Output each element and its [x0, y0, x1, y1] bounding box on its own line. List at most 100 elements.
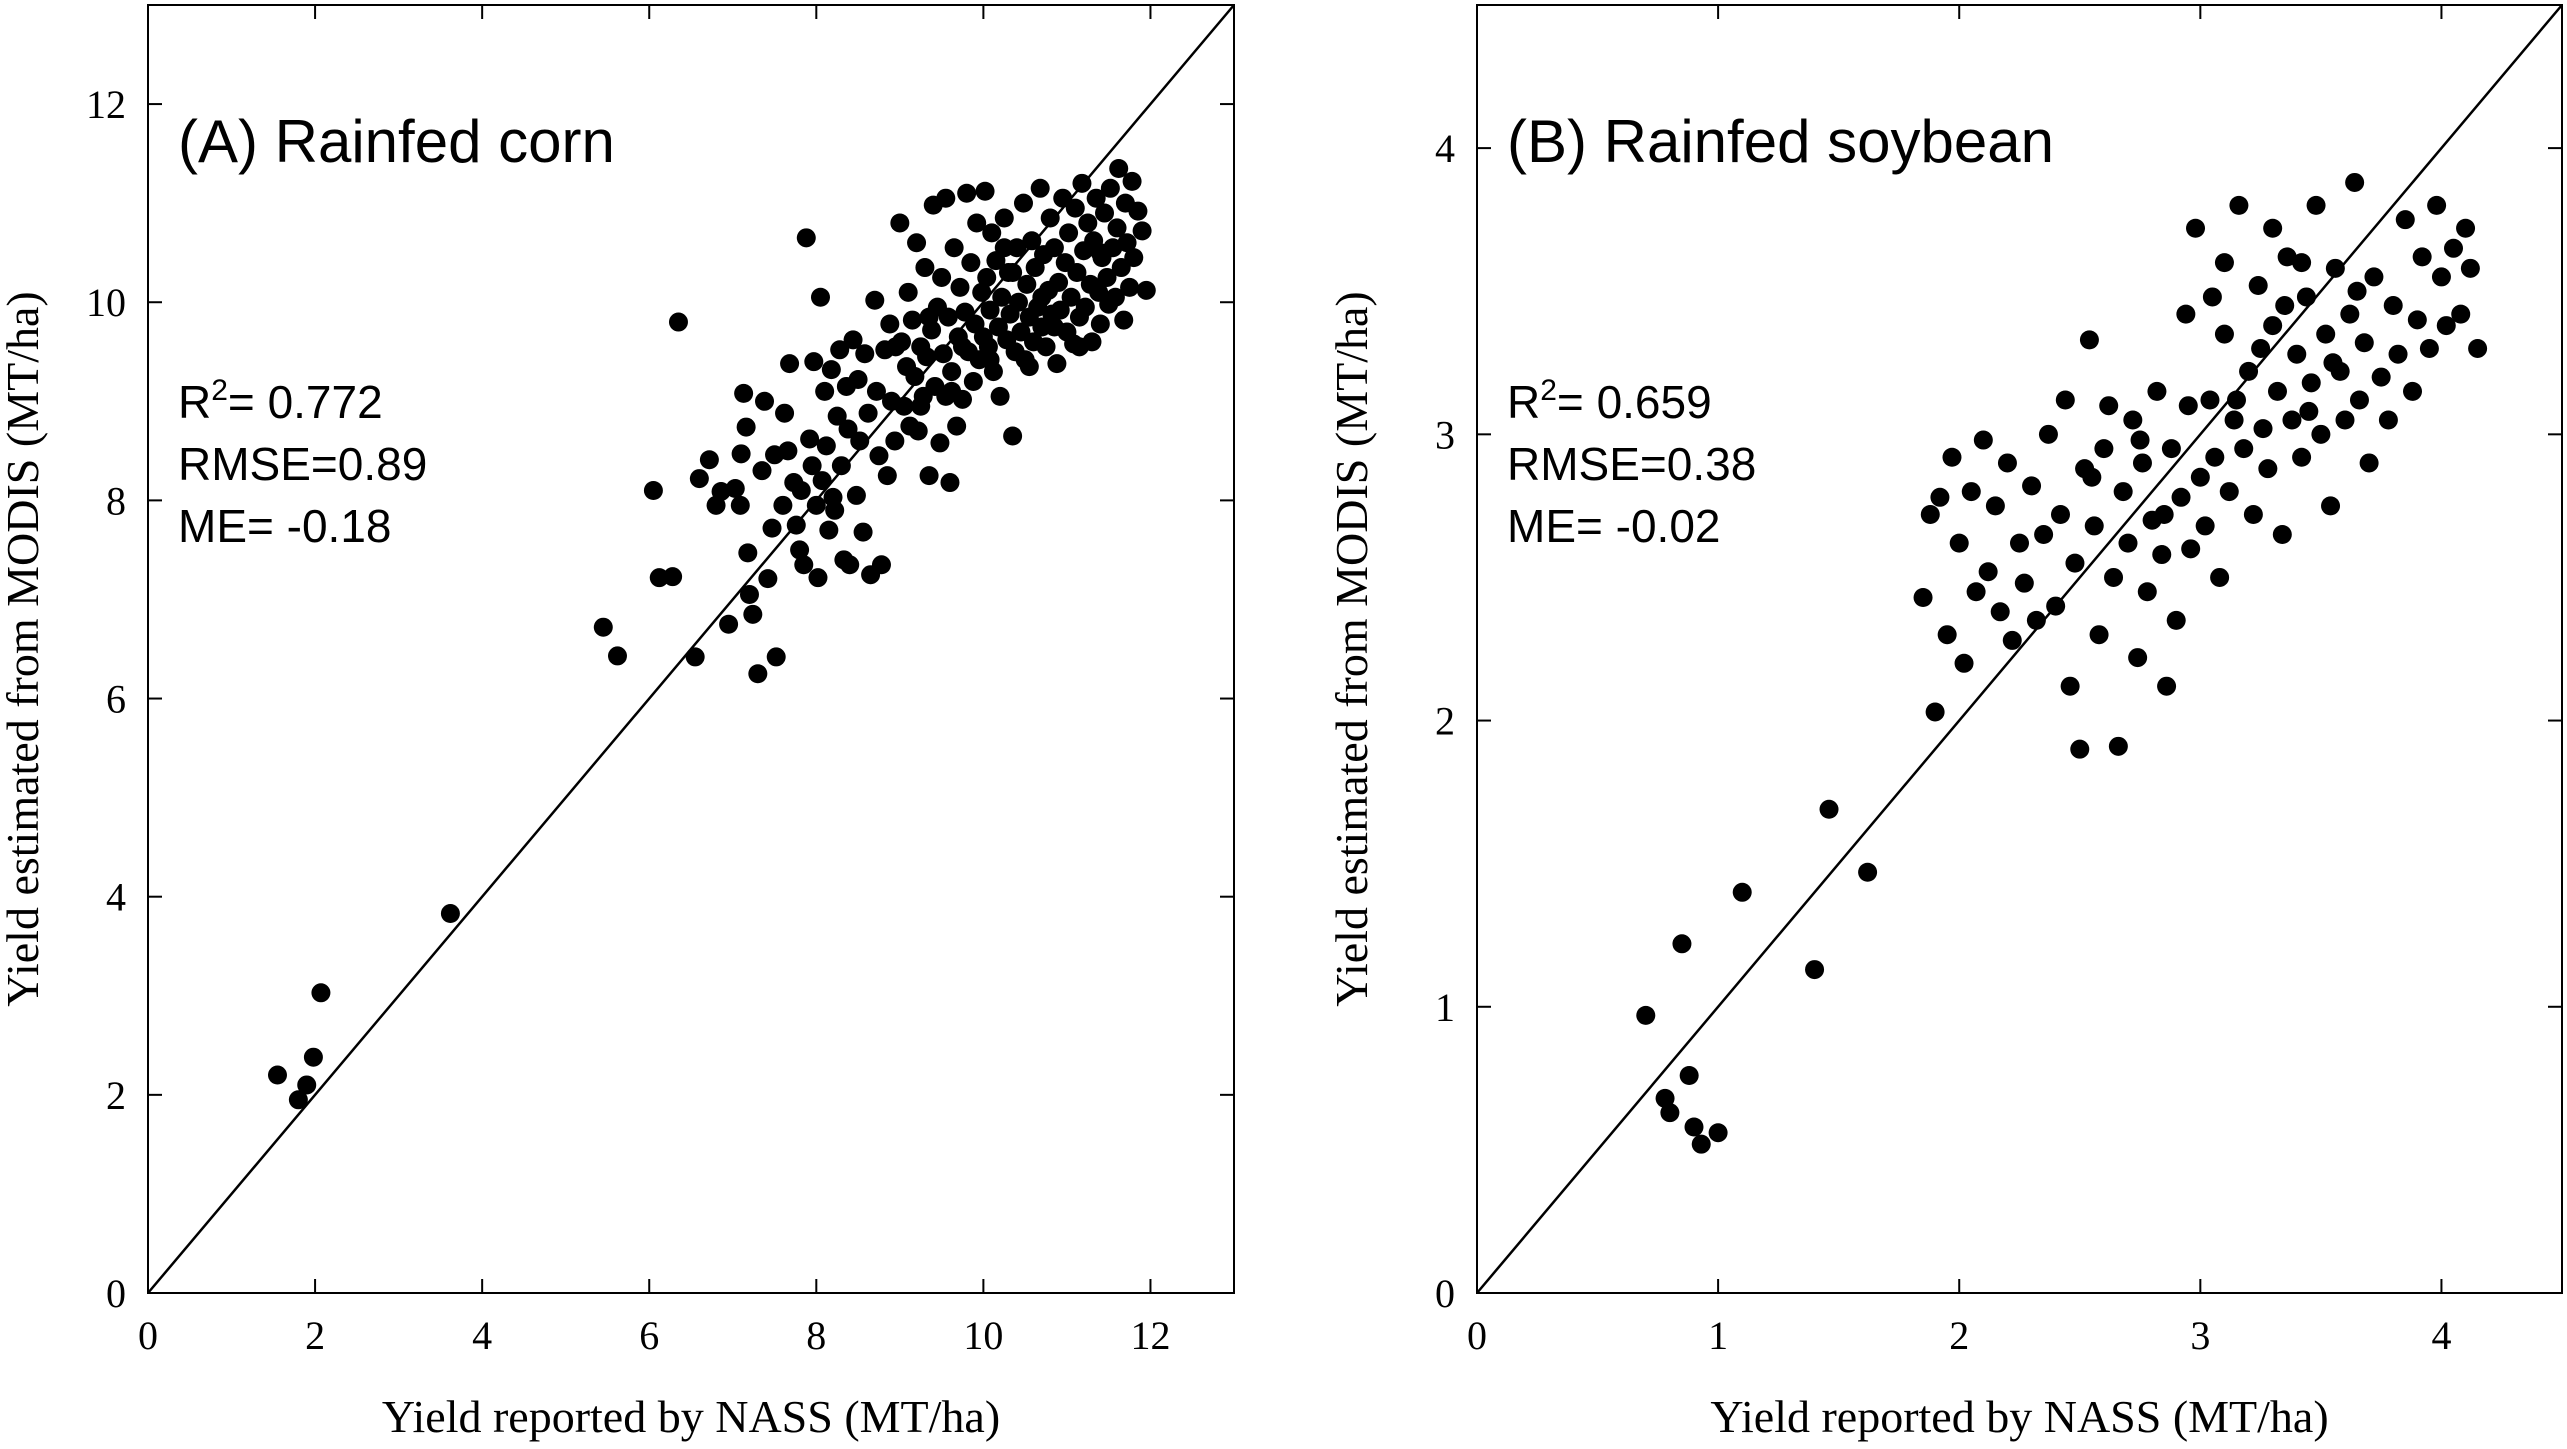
- data-point: [2065, 553, 2085, 573]
- x-tick-label: 2: [305, 1313, 325, 1358]
- data-point: [815, 381, 835, 401]
- data-point: [963, 371, 983, 391]
- data-point: [848, 370, 868, 390]
- data-point: [689, 469, 709, 489]
- data-point: [1913, 587, 1933, 607]
- data-point: [1086, 188, 1106, 208]
- data-point: [2354, 333, 2374, 353]
- data-point: [1072, 173, 1092, 193]
- data-point: [2248, 275, 2268, 295]
- data-point: [2181, 539, 2201, 559]
- data-point: [2152, 545, 2172, 565]
- data-point: [1107, 218, 1127, 238]
- data-point: [933, 344, 953, 364]
- data-point: [885, 431, 905, 451]
- data-point: [942, 362, 962, 382]
- data-point: [819, 520, 839, 540]
- data-point: [1065, 198, 1085, 218]
- data-point: [821, 360, 841, 380]
- data-point: [288, 1090, 308, 1110]
- data-point: [1022, 231, 1042, 251]
- y-tick-label: 8: [106, 478, 126, 523]
- data-point: [2388, 344, 2408, 364]
- data-point: [2084, 516, 2104, 536]
- data-point: [802, 456, 822, 476]
- data-point: [866, 381, 886, 401]
- y-tick-label: 12: [86, 82, 126, 127]
- data-point: [2378, 410, 2398, 430]
- y-tick-label: 4: [1435, 126, 1455, 171]
- data-point: [902, 310, 922, 330]
- data-point: [2292, 253, 2312, 273]
- data-point: [850, 431, 870, 451]
- data-point: [2251, 338, 2271, 358]
- r2-stat: R2= 0.659: [1507, 374, 1712, 428]
- data-point: [2154, 504, 2174, 524]
- data-point: [886, 337, 906, 357]
- data-point: [1925, 702, 1945, 722]
- data-point: [2436, 316, 2456, 336]
- x-tick-label: 0: [1467, 1313, 1487, 1358]
- y-tick-label: 6: [106, 677, 126, 722]
- data-point: [2267, 381, 2287, 401]
- data-point: [2195, 516, 2215, 536]
- data-point: [2147, 381, 2167, 401]
- data-point: [755, 391, 775, 411]
- data-point: [2026, 610, 2046, 630]
- y-tick-label: 3: [1435, 412, 1455, 457]
- data-point: [2099, 396, 2119, 416]
- data-point: [858, 403, 878, 423]
- data-point: [1819, 799, 1839, 819]
- data-point: [950, 277, 970, 297]
- one-to-one-line: [1476, 4, 2563, 1294]
- data-point: [915, 258, 935, 278]
- data-point: [2079, 330, 2099, 350]
- data-point: [775, 403, 795, 423]
- data-point: [1858, 862, 1878, 882]
- y-axis-label: Yield estimated from MODIS (MT/ha): [1326, 291, 1377, 1006]
- data-point: [2306, 195, 2326, 215]
- data-point: [2427, 195, 2447, 215]
- data-point: [791, 480, 811, 500]
- data-point: [936, 386, 956, 406]
- data-point: [1008, 292, 1028, 312]
- data-point: [1003, 263, 1023, 283]
- data-point: [2137, 582, 2157, 602]
- data-point: [2451, 304, 2471, 324]
- data-point: [980, 350, 1000, 370]
- data-point: [1013, 193, 1033, 213]
- data-point: [2202, 287, 2222, 307]
- data-point: [1109, 158, 1129, 178]
- data-point: [2132, 453, 2152, 473]
- data-point: [2263, 218, 2283, 238]
- data-point: [794, 555, 814, 575]
- data-point: [2070, 739, 2090, 759]
- data-point: [2108, 736, 2128, 756]
- data-point: [838, 419, 858, 439]
- data-point: [975, 181, 995, 201]
- data-point: [919, 307, 939, 327]
- rmse-stat: RMSE=0.89: [178, 438, 427, 490]
- data-point: [808, 568, 828, 588]
- y-tick-label: 2: [1435, 699, 1455, 744]
- data-point: [2296, 287, 2316, 307]
- data-point: [1032, 287, 1052, 307]
- data-point: [1122, 171, 1142, 191]
- data-point: [840, 555, 860, 575]
- data-point: [2253, 419, 2273, 439]
- data-point: [2431, 267, 2451, 287]
- data-point: [1105, 287, 1125, 307]
- data-point: [1067, 263, 1087, 283]
- data-point: [685, 647, 705, 667]
- data-point: [1732, 882, 1752, 902]
- data-point: [894, 396, 914, 416]
- data-point: [668, 312, 688, 332]
- data-point: [1132, 221, 1152, 241]
- data-point: [2229, 195, 2249, 215]
- data-point: [1030, 178, 1050, 198]
- data-point: [739, 585, 759, 605]
- panel-title: (B) Rainfed soybean: [1507, 108, 2054, 175]
- y-tick-label: 10: [86, 280, 126, 325]
- data-point: [440, 904, 460, 924]
- data-point: [2104, 567, 2124, 587]
